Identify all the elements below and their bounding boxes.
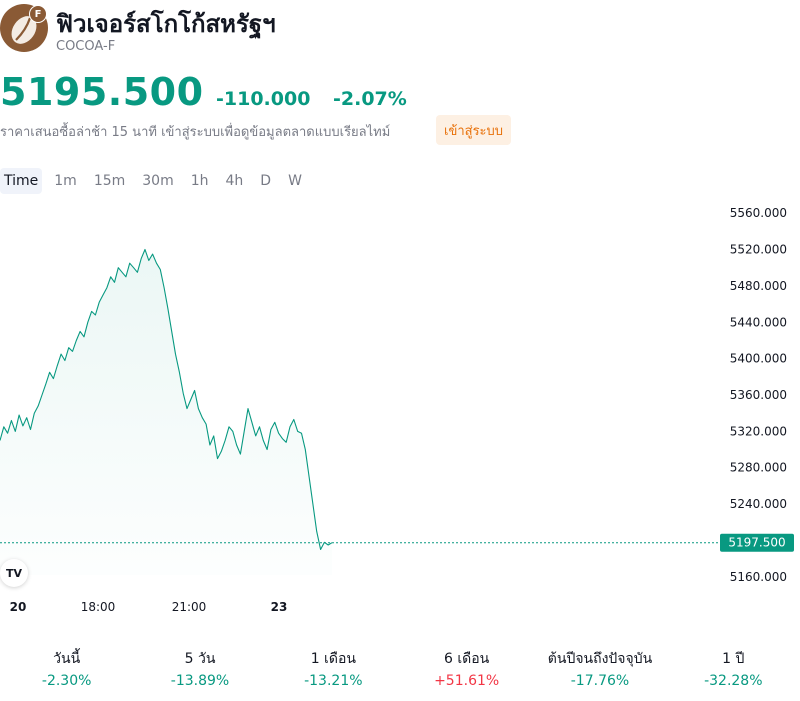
interval-tab-1m[interactable]: 1m [54, 173, 77, 189]
price-chart: 5197.500 5560.000 5520.000 5480.000 5440.000… [0, 206, 794, 614]
return-period[interactable]: 1 ปี -32.28% [667, 648, 800, 692]
return-period[interactable]: 1 เดือน -13.21% [267, 648, 400, 692]
last-price-label-bg [720, 533, 794, 552]
price-change: -110.000 [216, 88, 311, 110]
y-tick-label: 5240.000 [730, 497, 787, 511]
y-tick-label: 5400.000 [730, 352, 787, 366]
y-tick-label: 5320.000 [730, 424, 787, 438]
y-tick-label: 5440.000 [730, 315, 787, 329]
tradingview-logo[interactable]: TV [0, 559, 28, 587]
interval-tabs: Time 1m 15m 30m 1h 4h D W [0, 168, 314, 194]
y-tick-label: 5280.000 [730, 461, 787, 475]
interval-tab-d[interactable]: D [260, 173, 272, 189]
return-period-label: 5 วัน [184, 651, 216, 667]
interval-tab-4h[interactable]: 4h [225, 173, 244, 189]
ticker-symbol: COCOA-F [56, 39, 116, 54]
delay-notice: ราคาเสนอซื้อล่าช้า 15 นาที เข้าสู่ระบบเพ… [0, 125, 391, 140]
futures-badge: F [29, 5, 47, 23]
return-period-value: -17.76% [570, 673, 630, 689]
y-tick-label: 5360.000 [730, 388, 787, 402]
last-price-label: 5197.500 [728, 536, 785, 550]
series-line [0, 248, 333, 551]
interval-tab-30m[interactable]: 30m [142, 173, 174, 189]
return-period-label: 1 เดือน [310, 651, 356, 667]
last-price: 5195.500 [0, 70, 204, 114]
return-period[interactable]: ต้นปีจนถึงปัจจุบัน -17.76% [533, 648, 666, 692]
x-tick-label: 23 [271, 600, 288, 614]
y-tick-label: 5520.000 [730, 243, 787, 257]
y-tick-label: 5560.000 [730, 206, 787, 220]
page-title: ฟิวเจอร์สโกโก้สหรัฐฯ [56, 10, 276, 38]
return-period-value: -13.21% [304, 673, 363, 689]
x-tick-label: 21:00 [172, 600, 207, 614]
cocoa-bean-icon [11, 16, 37, 44]
interval-tab-time[interactable]: Time [0, 168, 43, 194]
interval-tab-w[interactable]: W [288, 173, 302, 189]
return-period[interactable]: 5 วัน -13.89% [133, 648, 266, 692]
x-tick-label: 18:00 [81, 600, 116, 614]
series-area [0, 249, 332, 575]
y-tick-label: 5160.000 [730, 570, 787, 584]
return-period-value: -13.89% [170, 673, 230, 689]
return-period-value: -32.28% [704, 673, 763, 689]
return-period[interactable]: วันนี้ -2.30% [0, 648, 133, 692]
return-period[interactable]: 6 เดือน +51.61% [400, 648, 533, 692]
return-period-value: -2.30% [41, 673, 92, 689]
price-change-percent: -2.07% [333, 88, 407, 110]
interval-tab-15m[interactable]: 15m [93, 173, 126, 189]
x-tick-label: 20 [10, 600, 27, 614]
return-period-label: วันนี้ [53, 651, 81, 667]
y-tick-label: 5480.000 [730, 279, 787, 293]
return-period-label: 6 เดือน [444, 651, 490, 667]
login-button[interactable]: เข้าสู่ระบบ [436, 115, 512, 145]
return-period-label: ต้นปีจนถึงปัจจุบัน [547, 651, 653, 667]
return-period-label: 1 ปี [722, 651, 745, 667]
return-period-value: +51.61% [434, 673, 500, 689]
interval-tab-1h[interactable]: 1h [190, 173, 209, 189]
performance-strip: วันนี้ -2.30% 5 วัน -13.89% 1 เดือน -13.21% 6 … [0, 648, 800, 692]
